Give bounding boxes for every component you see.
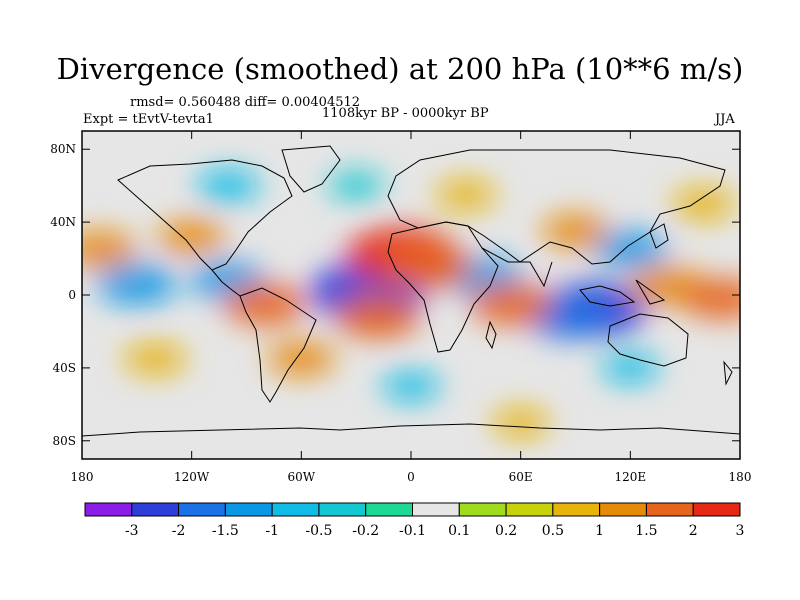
experiment-label: Expt = tEvtV-tevta1	[83, 112, 214, 127]
chart-title: Divergence (smoothed) at 200 hPa (10**6 …	[56, 52, 744, 86]
colorbar-label: 2	[689, 523, 698, 539]
colorbar-swatch-11	[599, 502, 647, 517]
anomaly-cell-14	[157, 218, 226, 255]
colorbar-swatch-9	[505, 502, 554, 517]
colorbar-swatch-7	[412, 502, 460, 517]
anomaly-cell-19	[196, 168, 260, 203]
anomaly-cell-15	[593, 230, 667, 269]
colorbar-swatch-6	[365, 502, 414, 517]
y-axis: 80N 40N 0 40S 80S	[50, 142, 740, 448]
colorbar-label: -0.1	[399, 523, 426, 539]
anomaly-cell-24	[491, 406, 550, 439]
anomaly-cell-18	[671, 187, 736, 221]
x-tick-label: 0	[407, 470, 415, 484]
anomaly-cell-25	[328, 170, 385, 201]
anomaly-cell-13	[82, 230, 137, 269]
anomaly-cell-12	[681, 277, 740, 320]
x-tick-label: 60E	[509, 470, 533, 484]
anomaly-cell-22	[601, 352, 660, 384]
period-label: 1108kyr BP - 0000kyr BP	[322, 106, 489, 121]
colorbar-label: -1.5	[212, 523, 239, 539]
x-tick-label: 180	[729, 470, 752, 484]
colorbar-label: -0.2	[352, 523, 379, 539]
anomaly-cell-21	[381, 370, 441, 402]
colorbar-swatch-2	[178, 502, 226, 517]
y-tick-label: 40N	[50, 215, 76, 229]
colorbar-label: 1	[595, 523, 604, 539]
colorbar-swatch-5	[318, 502, 367, 517]
anomaly-cell-20	[435, 178, 497, 211]
anomaly-cell-23	[123, 341, 187, 376]
colorbar-swatch-3	[224, 502, 273, 517]
colorbar-label: -3	[125, 523, 139, 539]
colorbar-swatch-10	[552, 502, 601, 517]
colorbar-label: -1	[265, 523, 279, 539]
stats-label: rmsd= 0.560488 diff= 0.00404512	[130, 95, 361, 110]
anomaly-cell-16	[541, 213, 610, 250]
anomaly-cell-8	[335, 294, 421, 340]
coastlines	[82, 145, 740, 437]
colorbar-label: 1.5	[635, 523, 657, 539]
colorbar-swatch-0	[84, 502, 133, 517]
y-tick-label: 80S	[53, 434, 77, 448]
y-tick-label: 80N	[50, 142, 76, 156]
anomaly-cell-9	[223, 282, 306, 326]
y-tick-label: 0	[68, 288, 76, 302]
colorbar-label: 0.2	[495, 523, 517, 539]
colorbar-swatch-8	[458, 502, 507, 517]
anomaly-cell-3	[96, 263, 177, 306]
colorbar-label: 0.5	[542, 523, 564, 539]
colorbar-swatch-4	[271, 502, 320, 517]
colorbar-swatch-1	[131, 502, 180, 517]
colorbar-label: -0.5	[305, 523, 332, 539]
anomaly-cell-7	[385, 243, 473, 289]
colorbar-label: 0.1	[448, 523, 470, 539]
x-tick-label: 120E	[614, 470, 646, 484]
x-tick-label: 60W	[288, 470, 316, 484]
colorbar-swatch-12	[645, 502, 694, 517]
y-tick-label: 40S	[53, 361, 77, 375]
map-area	[82, 131, 740, 459]
colorbar-swatch-13	[692, 502, 741, 517]
x-axis: 180 120W 60W 0 60E 120E 180	[71, 131, 752, 484]
anomaly-cell-10	[470, 282, 553, 326]
colorbar-label: -2	[172, 523, 186, 539]
colorbar: -3 -2 -1.5 -1 -0.5 -0.2 -0.1 0.1 0.2 0.5 1 1.5 2 3	[84, 502, 745, 539]
x-tick-label: 180	[71, 470, 94, 484]
season-label: JJA	[715, 112, 735, 127]
x-tick-label: 120W	[174, 470, 210, 484]
anomaly-cell-17	[267, 340, 336, 377]
colorbar-label: 3	[736, 523, 745, 539]
